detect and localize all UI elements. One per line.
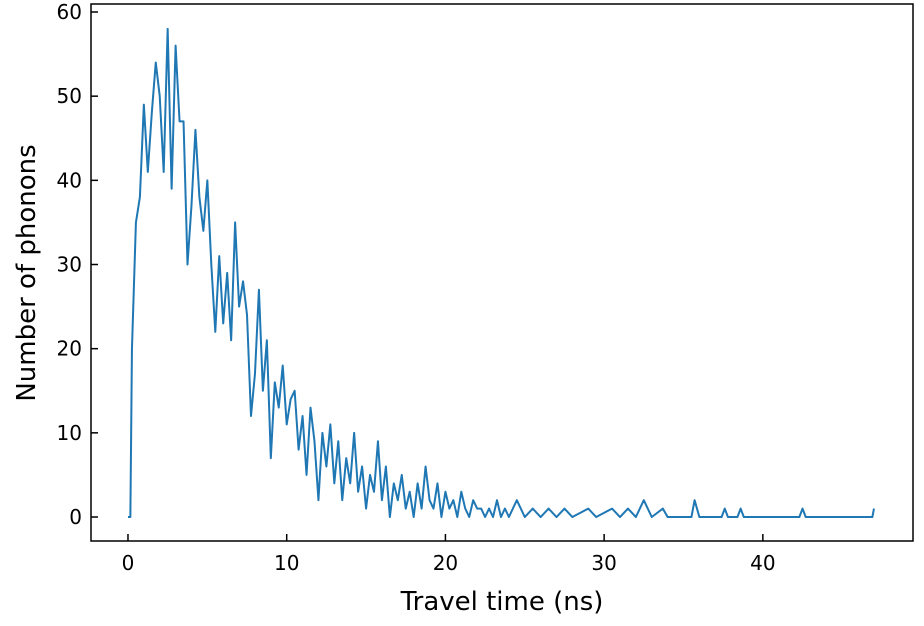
data-line [127,27,875,519]
y-tick-label: 10 [57,421,82,445]
x-tick-label: 0 [122,551,135,575]
y-tick-label: 20 [57,337,82,361]
y-tick-label: 40 [57,168,82,192]
x-tick-label: 40 [750,551,775,575]
y-tick-label: 60 [57,0,82,24]
x-tick-label: 30 [591,551,616,575]
x-axis-label: Travel time (ns) [400,587,604,617]
x-tick-label: 20 [433,551,458,575]
y-tick-label: 30 [57,253,82,277]
y-tick-label: 50 [57,84,82,108]
y-tick-label: 0 [69,505,82,529]
x-tick-label: 10 [274,551,299,575]
y-axis-label: Number of phonons [12,144,42,401]
plot-frame [90,3,914,542]
